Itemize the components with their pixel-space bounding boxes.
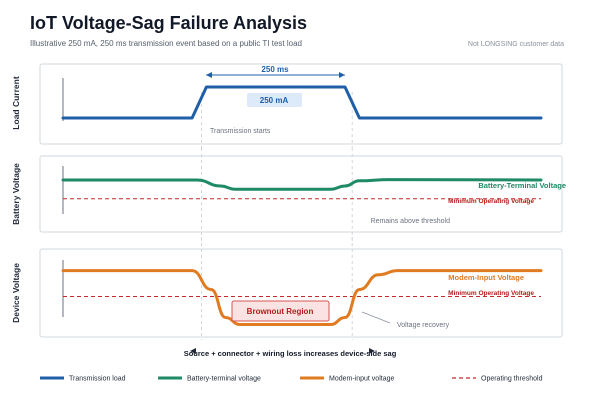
brownout-box: [231, 300, 330, 322]
data-disclaimer: Not LONGSING customer data: [468, 41, 564, 48]
panel-battery-voltage: Battery Voltage Minimum Operating Voltag…: [11, 148, 566, 245]
current-level-badge: [247, 93, 302, 107]
transmission-guides: [201, 92, 353, 150]
recovery-label: Voltage recovery: [397, 322, 450, 329]
current-series-line: [61, 85, 543, 120]
transmission-start-label: Transmission starts: [210, 128, 271, 135]
footer-arrow-right: [369, 348, 375, 354]
legend-label: Transmission load: [69, 376, 126, 383]
modem-series-label: Modem-Input Voltage: [448, 273, 524, 282]
series-layer: [61, 85, 543, 327]
duration-annotation: 250 ms: [206, 65, 345, 78]
y-axis-label-current: Load Current: [11, 76, 21, 130]
legend: Transmission load Battery-terminal voltag…: [40, 376, 543, 383]
threshold-note: Remains above threshold: [371, 218, 450, 225]
footer-caption: Source + connector + wiring loss increas…: [184, 349, 397, 358]
battery-threshold-label: Minimum Operating Voltage: [448, 198, 534, 205]
duration-arrow-left: [206, 72, 212, 78]
battery-series-label: Battery-Terminal Voltage: [478, 181, 566, 190]
brownout-label: Brownout Region: [247, 307, 314, 316]
footer-arrow-left: [190, 348, 196, 354]
battery-series-line: [61, 178, 543, 191]
transmission-guides: [201, 237, 353, 340]
page-subtitle: Illustrative 250 mA, 250 ms transmission…: [30, 39, 302, 48]
y-axis-label-device: Device Voltage: [11, 263, 21, 323]
page-title: IoT Voltage-Sag Failure Analysis: [30, 13, 307, 33]
brownout-callout: Brownout Region: [231, 300, 330, 322]
legend-label: Operating threshold: [481, 376, 543, 383]
modem-series-line: [61, 269, 543, 327]
panel-frame: [39, 155, 563, 233]
device-threshold-label: Minimum Operating Voltage: [448, 290, 534, 297]
recovery-leader-line: [361, 311, 391, 324]
y-axis-label-battery: Battery Voltage: [11, 163, 21, 225]
duration-arrow-right: [339, 72, 345, 78]
legend-label: Modem-input voltage: [329, 376, 394, 383]
legend-label: Battery-terminal voltage: [187, 376, 261, 383]
transmission-guides: [201, 148, 353, 245]
panel-load-current: Load Current 250 ms 250 mA Transmission …: [11, 63, 563, 150]
duration-label: 250 ms: [261, 65, 289, 74]
current-level-label: 250 mA: [260, 96, 289, 105]
